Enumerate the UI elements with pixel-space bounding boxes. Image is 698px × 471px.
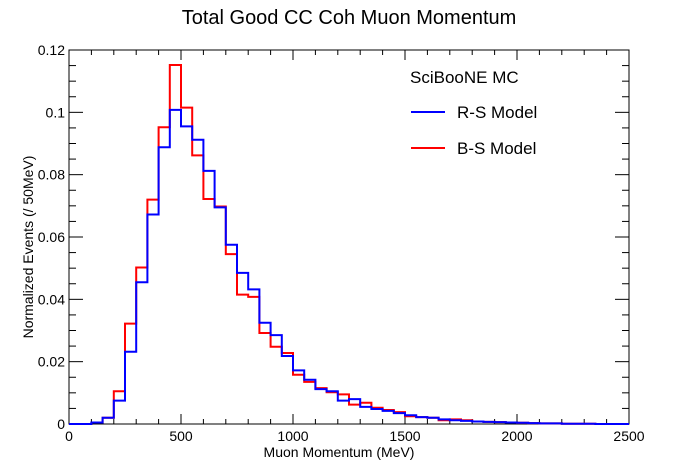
legend-header: SciBooNE MC xyxy=(410,68,519,87)
y-tick-label: 0.1 xyxy=(46,104,66,120)
y-axis-label: Normalized Events (/ 50MeV) xyxy=(20,156,36,339)
y-tick-label: 0.02 xyxy=(38,354,65,370)
x-tick-label: 0 xyxy=(65,428,73,444)
y-tick-label: 0 xyxy=(57,416,65,432)
x-tick-label: 500 xyxy=(169,428,193,444)
chart-title: Total Good CC Coh Muon Momentum xyxy=(182,7,517,29)
y-tick-label: 0.04 xyxy=(38,291,65,307)
y-tick-label: 0.06 xyxy=(38,229,65,245)
y-tick-label: 0.08 xyxy=(38,167,65,183)
legend-label: R-S Model xyxy=(457,103,537,122)
x-tick-label: 2500 xyxy=(613,428,644,444)
x-tick-label: 1000 xyxy=(277,428,308,444)
x-tick-label: 1500 xyxy=(389,428,420,444)
x-axis-label: Muon Momentum (MeV) xyxy=(264,444,415,460)
legend-label: B-S Model xyxy=(457,139,536,158)
x-tick-label: 2000 xyxy=(501,428,532,444)
series-r-s-model-line xyxy=(69,108,629,425)
legend: SciBooNE MC R-S Model B-S Model xyxy=(410,68,537,158)
plot-frame xyxy=(68,49,630,425)
y-tick-label: 0.12 xyxy=(38,42,65,58)
series-b-s-model-line xyxy=(69,63,629,425)
